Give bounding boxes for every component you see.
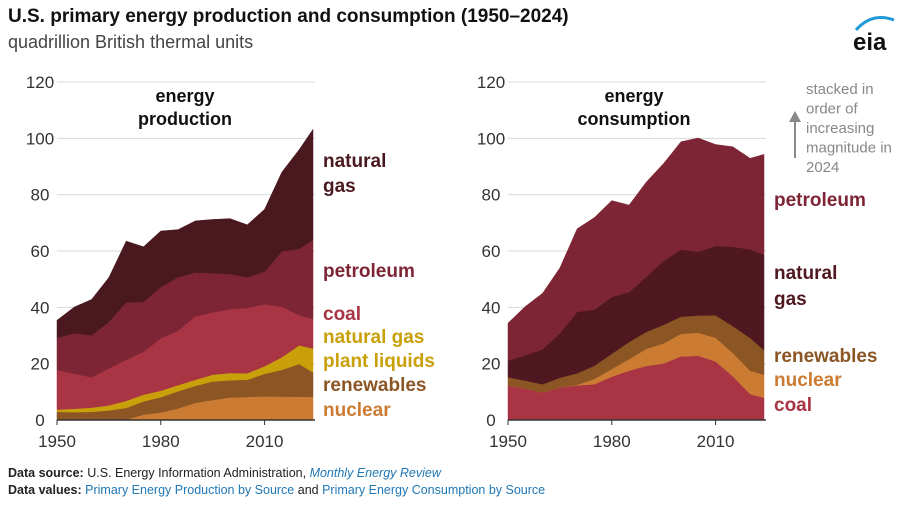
y-tick-label: 100 [26,129,54,148]
note-line: order of [806,101,859,118]
x-tick-label: 1980 [142,432,180,451]
y-tick-label: 100 [477,129,505,148]
y-tick-label: 60 [482,242,501,261]
panel-title: energy [604,86,663,106]
x-tick-label: 1980 [593,432,631,451]
consumption-by-source-link[interactable]: Primary Energy Consumption by Source [322,483,546,497]
monthly-energy-review-link[interactable]: Monthly Energy Review [309,466,441,480]
series-label-coal: coal [774,395,812,416]
data-values-label: Data values: [8,483,82,497]
x-tick-label: 1950 [38,432,76,451]
chart-subtitle: quadrillion British thermal units [8,32,254,52]
note-line: 2024 [806,159,839,176]
series-label-natural-gas: natural [774,263,837,284]
data-values-line: Data values: Primary Energy Production b… [8,483,545,497]
panel-1: 0 20 40 60 80 100 120 1950 1980 2010 energy consump… [477,73,878,451]
series-label-renewables: renewables [323,375,427,396]
series-label-natural-gas-plant-liquids: plant liquids [323,351,435,372]
y-tick-label: 40 [31,298,50,317]
x-tick-label: 1950 [489,432,527,451]
series-label-nuclear: nuclear [774,370,842,391]
note-line: magnitude in [806,140,892,157]
data-source-label: Data source: [8,466,84,480]
arrow-head-icon [789,111,801,122]
y-tick-label: 80 [31,186,50,205]
panel-0: 0 20 40 60 80 100 120 1950 1980 2010 energy product… [26,73,435,451]
x-tick-label: 2010 [246,432,284,451]
chart-title: U.S. primary energy production and consu… [8,6,569,27]
series-label-natural-gas: natural [323,151,386,172]
stacking-note: stacked in order of increasing magnitude in… [789,81,892,176]
y-tick-label: 80 [482,186,501,205]
y-tick-label: 20 [31,355,50,374]
x-tick-label: 2010 [697,432,735,451]
series-label-natural-gas-plant-liquids: natural gas [323,327,424,348]
note-line: stacked in [806,81,874,98]
y-tick-label: 40 [482,298,501,317]
series-label-petroleum: petroleum [323,261,415,282]
series-label-renewables: renewables [774,346,878,367]
production-by-source-link[interactable]: Primary Energy Production by Source [85,483,295,497]
data-source-text: U.S. Energy Information Administration, [87,466,307,480]
series-label-petroleum: petroleum [774,190,866,211]
y-tick-label: 120 [26,73,54,92]
area-natural-gas [56,128,314,339]
and-text: and [297,483,319,497]
eia-logo: eia [853,16,895,54]
y-tick-label: 0 [35,411,44,430]
area-petroleum [507,137,765,361]
series-label-natural-gas: gas [323,176,356,197]
series-label-nuclear: nuclear [323,400,391,421]
y-tick-label: 20 [482,355,501,374]
panel-title: energy [155,86,214,106]
y-tick-label: 120 [477,73,505,92]
series-label-coal: coal [323,304,361,325]
eia-logo-arc [854,16,895,32]
panel-title: consumption [578,109,691,129]
y-tick-label: 0 [486,411,495,430]
y-tick-label: 60 [31,242,50,261]
series-label-natural-gas: gas [774,289,807,310]
panel-title: production [138,109,232,129]
data-source-line: Data source: U.S. Energy Information Adm… [8,466,441,480]
eia-logo-text: eia [853,29,887,54]
note-line: increasing [806,120,874,137]
